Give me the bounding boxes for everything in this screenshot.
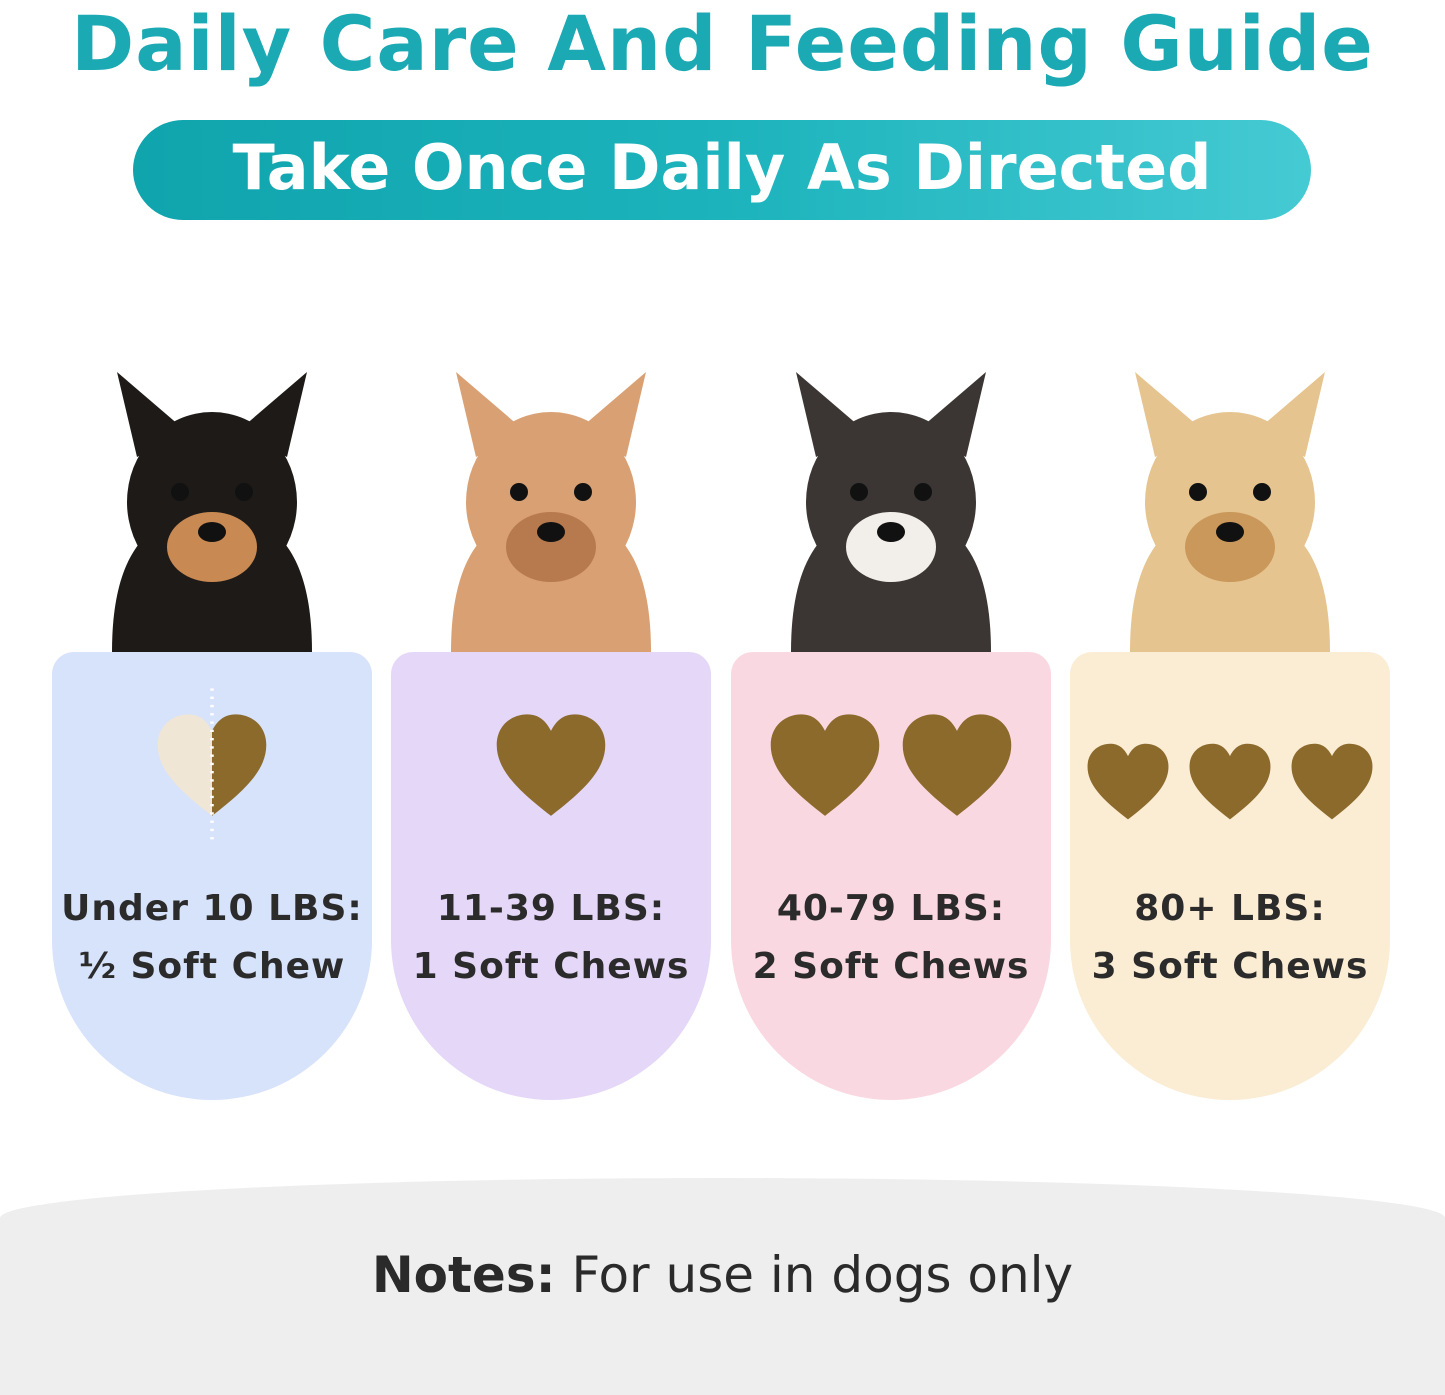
weight-range: 11-39 LBS: xyxy=(436,888,666,929)
notes-label: Notes: xyxy=(371,1246,556,1304)
poodle-photo xyxy=(421,362,681,652)
chihuahua-photo xyxy=(82,362,342,652)
chew-heart-icon xyxy=(902,714,1012,816)
notes: Notes: For use in dogs only xyxy=(0,1246,1445,1304)
chew-heart-icon xyxy=(770,714,880,816)
golden-retriever-photo xyxy=(1100,362,1360,652)
notes-text: For use in dogs only xyxy=(555,1246,1074,1304)
chew-icons xyxy=(391,712,711,821)
dosage-label: 11-39 LBS: 1 Soft Chews xyxy=(391,880,711,996)
dosage-card-chihuahua: Under 10 LBS: ½ Soft Chew xyxy=(52,372,372,1100)
chew-icons xyxy=(1070,742,1390,823)
dosage-card-french-bulldog: 40-79 LBS: 2 Soft Chews xyxy=(731,372,1051,1100)
dosage-card-golden-retriever: 80+ LBS: 3 Soft Chews xyxy=(1070,372,1390,1100)
weight-range: Under 10 LBS: xyxy=(61,888,363,929)
chew-heart-icon xyxy=(1189,743,1271,820)
dose: 1 Soft Chews xyxy=(412,946,690,987)
chew-heart-icon xyxy=(496,714,606,816)
half-chew-heart-icon xyxy=(157,688,267,845)
dose: 2 Soft Chews xyxy=(752,946,1030,987)
weight-range: 80+ LBS: xyxy=(1134,888,1326,929)
dosage-card-poodle: 11-39 LBS: 1 Soft Chews xyxy=(391,372,711,1100)
chew-icons xyxy=(52,688,372,845)
chew-heart-icon xyxy=(1291,743,1373,820)
dosage-label: 80+ LBS: 3 Soft Chews xyxy=(1070,880,1390,996)
page-title: Daily Care And Feeding Guide xyxy=(71,0,1374,88)
dose: ½ Soft Chew xyxy=(78,946,346,987)
dosage-label: Under 10 LBS: ½ Soft Chew xyxy=(52,880,372,996)
chew-heart-icon xyxy=(1087,743,1169,820)
dose: 3 Soft Chews xyxy=(1091,946,1369,987)
french-bulldog-photo xyxy=(761,362,1021,652)
subtitle-banner: Take Once Daily As Directed xyxy=(133,120,1311,220)
notes-band xyxy=(0,1178,1445,1395)
weight-range: 40-79 LBS: xyxy=(776,888,1006,929)
chew-icons xyxy=(731,712,1051,821)
dosage-label: 40-79 LBS: 2 Soft Chews xyxy=(731,880,1051,996)
